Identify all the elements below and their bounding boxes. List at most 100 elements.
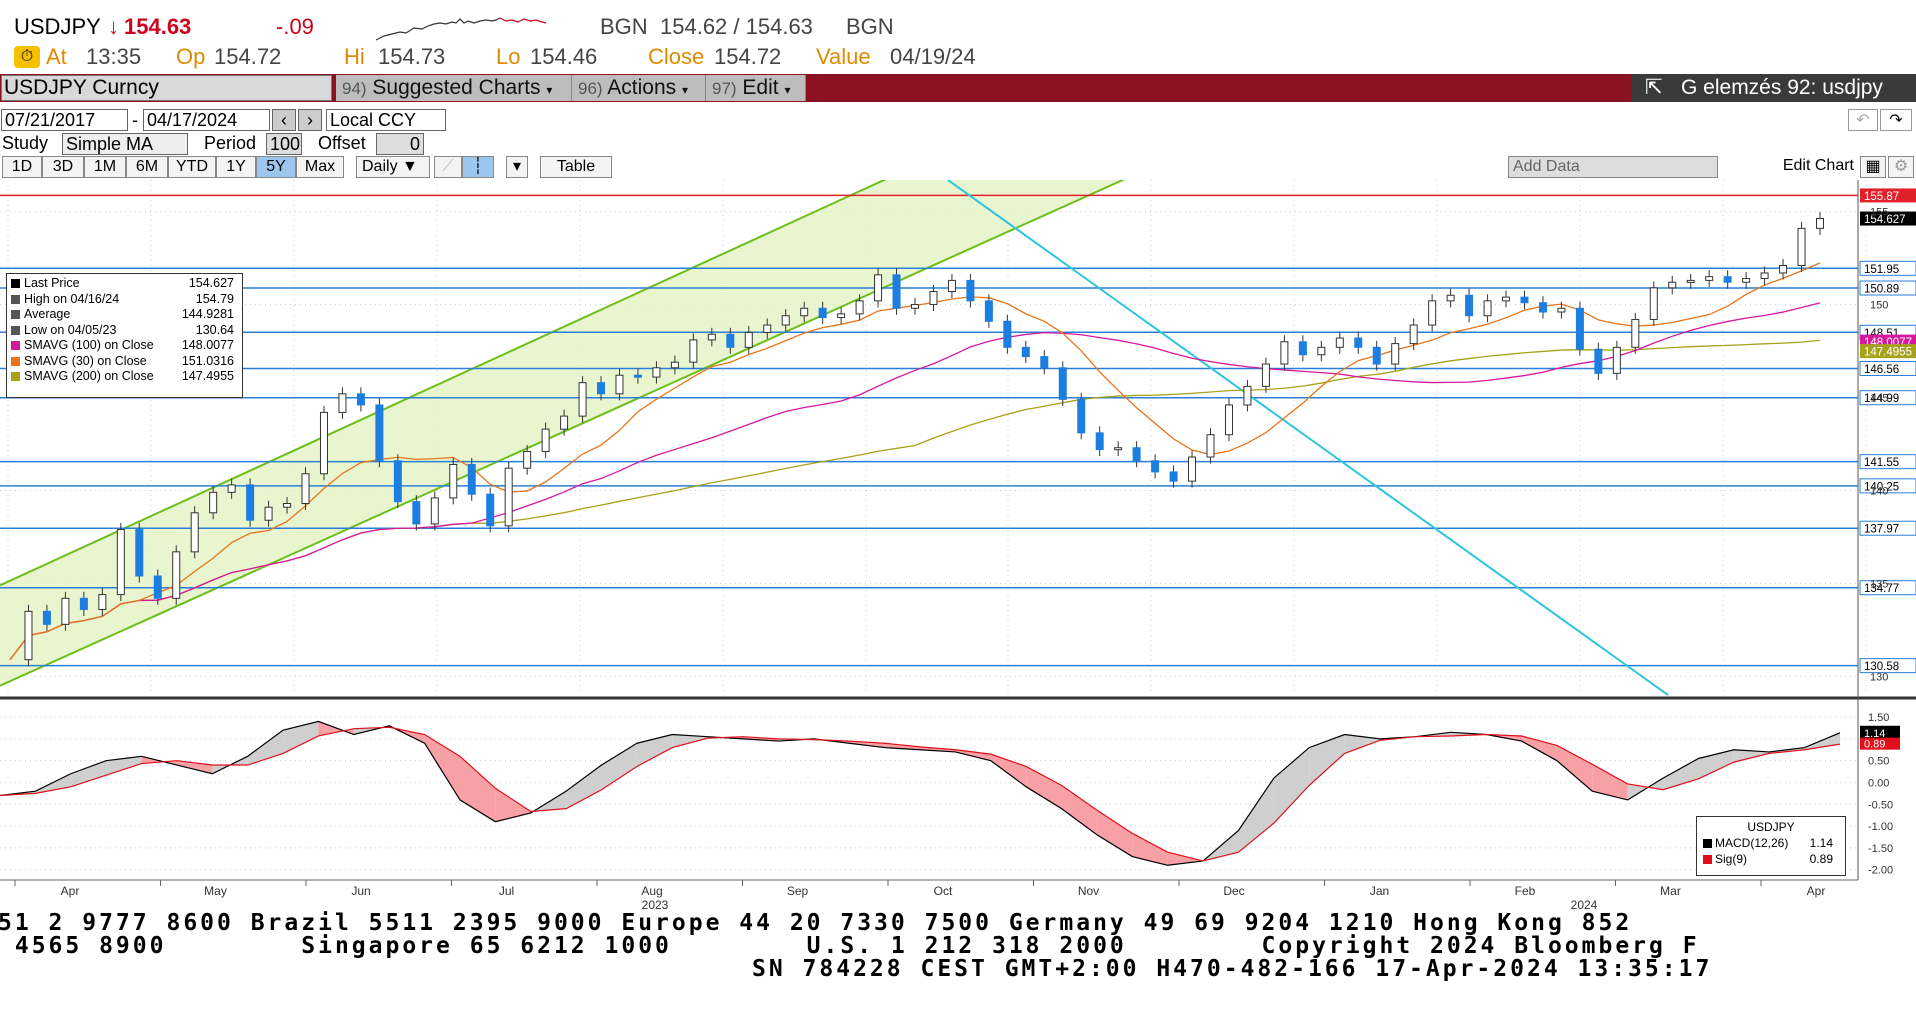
- candle-body: [98, 594, 107, 610]
- study-row: Study Simple MA Period 100 Offset 0: [0, 132, 1916, 156]
- legend-item: SMAVG (30) on Close 151.0316: [11, 354, 238, 370]
- security-field[interactable]: USDJPY Curncy: [1, 75, 332, 101]
- range-tab-5y[interactable]: 5Y: [256, 156, 296, 178]
- next-arrow-icon[interactable]: ›: [298, 109, 322, 131]
- candle-body: [1483, 300, 1492, 317]
- candle-body: [283, 503, 292, 508]
- y-tick-label: 150: [1870, 300, 1888, 312]
- candle-body: [1409, 324, 1418, 345]
- sparkline: [376, 17, 547, 41]
- actions-menu[interactable]: 96) Actions ▾: [572, 75, 706, 101]
- year-label: 2024: [1571, 898, 1598, 910]
- suggested-charts-menu[interactable]: 94) Suggested Charts ▾: [336, 75, 572, 101]
- external-link-icon[interactable]: ⇱: [1645, 76, 1663, 99]
- line-style-icon[interactable]: ⟋: [434, 156, 462, 178]
- candle-body: [1520, 296, 1529, 304]
- signal-line: [0, 726, 1841, 862]
- chart-settings-icon[interactable]: ▦: [1860, 156, 1886, 178]
- x-axis-label: Sep: [787, 884, 809, 898]
- candle-body: [911, 304, 919, 309]
- bid-ask: 154.62 / 154.63: [660, 14, 813, 39]
- macd-line: [0, 720, 1841, 866]
- legend-swatch: [11, 325, 20, 335]
- candle-body: [947, 279, 956, 293]
- study-label: Study: [2, 133, 49, 153]
- price-label-box: [1859, 390, 1916, 406]
- macd-tick-label: -2.00: [1868, 865, 1893, 877]
- candle-body: [1077, 398, 1086, 434]
- macd-fill: [884, 743, 920, 750]
- chevron-down-icon: ▾: [681, 83, 689, 97]
- start-date-field[interactable]: 07/21/2017: [1, 109, 128, 131]
- legend-value: 151.0316: [181, 353, 234, 368]
- macd-fill: [1521, 735, 1557, 761]
- last-price: 154.63: [124, 14, 192, 39]
- frequency-label: Daily: [362, 158, 398, 175]
- chart-style-dropdown[interactable]: ▾: [506, 156, 528, 178]
- legend-label: Average: [24, 307, 71, 321]
- gear-icon[interactable]: ⚙: [1888, 156, 1914, 178]
- offset-field[interactable]: 0: [376, 133, 424, 155]
- macd-legend-item: MACD(12,26) 1.14: [1703, 835, 1839, 851]
- range-tab-1d[interactable]: 1D: [2, 156, 42, 178]
- x-axis-label: Apr: [61, 884, 80, 898]
- range-tab-1y[interactable]: 1Y: [216, 156, 256, 178]
- toolbar: USDJPY Curncy 94) Suggested Charts ▾ 96)…: [0, 74, 1916, 102]
- add-data-field[interactable]: Add Data: [1508, 156, 1718, 178]
- undo-icon[interactable]: ↶: [1848, 109, 1878, 131]
- edit-menu[interactable]: 97) Edit ▾: [706, 75, 806, 101]
- y-tick-label: 135: [1870, 578, 1888, 590]
- range-tab-1m[interactable]: 1M: [84, 156, 126, 178]
- macd-fill: [1238, 778, 1274, 853]
- legend-value: 154.627: [188, 276, 234, 290]
- high-value: 154.73: [378, 44, 446, 69]
- price-label-box: [1859, 478, 1916, 494]
- legend-label: Low on 04/05/23: [24, 322, 117, 337]
- candle-body: [670, 361, 679, 369]
- macd-fill: [1556, 745, 1593, 792]
- candle-style-icon[interactable]: ┆: [462, 156, 494, 178]
- study-select[interactable]: Simple MA: [62, 133, 188, 155]
- legend-label: High on 04/16/24: [24, 291, 120, 306]
- frequency-select[interactable]: Daily ▼: [356, 156, 430, 178]
- legend-label: MACD(12,26): [1715, 836, 1789, 850]
- candle-body: [615, 374, 624, 395]
- period-field[interactable]: 100: [266, 133, 302, 155]
- x-axis-label: Aug: [641, 884, 662, 898]
- legend-label: SMAVG (200) on Close: [24, 369, 154, 383]
- macd-fill: [990, 754, 1027, 787]
- price-axis-label: 144.99: [1864, 393, 1899, 405]
- candle-body: [707, 333, 716, 341]
- candle-body: [523, 450, 532, 469]
- range-tab-max[interactable]: Max: [296, 156, 344, 178]
- redo-icon[interactable]: ↷: [1880, 109, 1912, 131]
- currency-select[interactable]: Local CCY: [326, 109, 446, 131]
- candle-body: [79, 597, 88, 610]
- candle-body: [486, 493, 495, 527]
- at-time: 13:35: [86, 44, 142, 69]
- x-axis-label: Nov: [1078, 884, 1099, 898]
- macd-fill: [106, 756, 142, 776]
- candle-body: [1298, 341, 1307, 356]
- candle-body: [818, 307, 827, 319]
- edit-chart-button[interactable]: Edit Chart: [1746, 156, 1858, 178]
- macd-tick-label: -1.50: [1868, 843, 1893, 855]
- range-tab-ytd[interactable]: YTD: [168, 156, 216, 178]
- candle-body: [1280, 341, 1289, 365]
- chart-title-bar[interactable]: ⇱ G elemzés 92: usdjpy: [1631, 74, 1916, 102]
- price-axis-label: 154.627: [1864, 214, 1906, 226]
- candle-body: [467, 463, 476, 495]
- table-button[interactable]: Table: [540, 156, 612, 178]
- legend-item: Low on 04/05/23 130.64: [11, 323, 238, 339]
- prev-arrow-icon[interactable]: ‹: [272, 109, 296, 131]
- macd-fill: [1061, 785, 1097, 835]
- legend-value: 1.14: [1809, 836, 1833, 850]
- footer-ticker: 51 2 9777 8600 Brazil 5511 2395 9000 Eur…: [0, 910, 1916, 1023]
- end-date-field[interactable]: 04/17/2024: [143, 109, 270, 131]
- price-chart[interactable]: 155.87154.627151.95150.89148.51148.00771…: [0, 180, 1916, 910]
- macd-tick-label: 1.50: [1868, 712, 1889, 724]
- candle-body: [1816, 217, 1824, 229]
- range-tab-6m[interactable]: 6M: [126, 156, 168, 178]
- range-row: 1D 3D 1M 6M YTD 1Y 5Y Max Daily ▼ ⟋ ┆ ▾ Table A…: [0, 156, 1916, 180]
- range-tab-3d[interactable]: 3D: [42, 156, 84, 178]
